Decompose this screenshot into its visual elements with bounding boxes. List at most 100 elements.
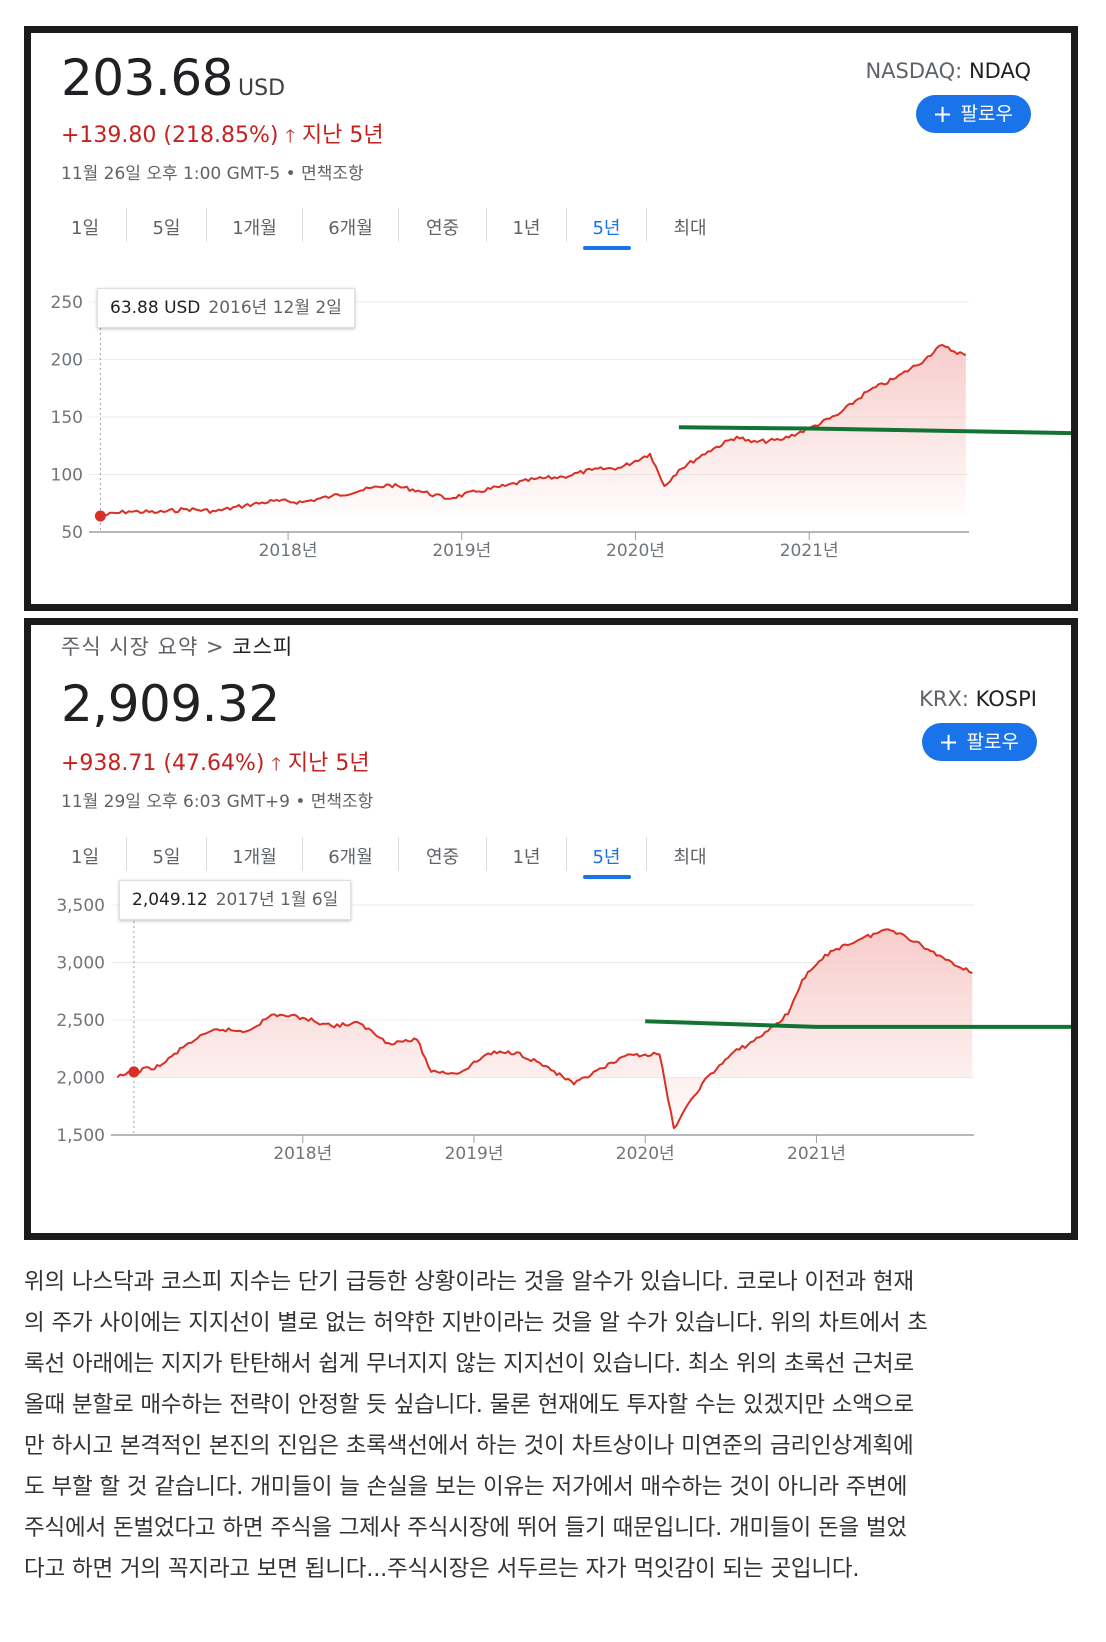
tab-5y[interactable]: 5년 [567, 208, 647, 242]
series-line [116, 928, 973, 1130]
kospi-quote-panel: 주식 시장 요약 > 코스피 2,909.32 +938.71 (47.64%)… [24, 618, 1078, 1240]
tab-1d[interactable]: 1일 [61, 837, 127, 871]
range-tabs: 1일 5일 1개월 6개월 연중 1년 5년 최대 [61, 837, 733, 877]
tab-max[interactable]: 최대 [673, 218, 707, 239]
bullet-separator: • [285, 164, 302, 184]
series-area-fill [100, 345, 966, 516]
y-tick-label: 100 [51, 466, 83, 486]
article-line: 위의 나스닥과 코스피 지수는 단기 급등한 상황이라는 것을 알수가 있습니다… [24, 1269, 914, 1295]
exchange-label: NASDAQ: NDAQ [865, 59, 1031, 83]
x-tick-label: 2018년 [259, 541, 318, 561]
y-tick-label: 3,500 [56, 896, 105, 916]
article-line: 다고 하면 거의 꼭지라고 보면 됩니다...주식시장은 서두르는 자가 먹잇감… [24, 1556, 860, 1582]
price-change: +139.80 (218.85%) 🡑 지난 5년 [61, 117, 384, 154]
nasdaq-quote-panel: 203.68 USD +139.80 (218.85%) 🡑 지난 5년 11월… [24, 26, 1078, 611]
change-period: 지난 5년 [301, 123, 384, 148]
hover-tooltip: 63.88 USD 2016년 12월 2일 [97, 288, 355, 328]
change-value: +139.80 (218.85%) [61, 123, 279, 148]
timestamp: 11월 29일 오후 6:03 GMT+9 [61, 792, 290, 812]
x-tick-label: 2020년 [616, 1144, 675, 1164]
y-tick-label: 200 [51, 351, 83, 371]
article-line: 올때 분할로 매수하는 전략이 안정할 듯 싶습니다. 물론 현재에도 투자할 … [24, 1392, 914, 1418]
price-block: 2,909.32 [61, 675, 280, 733]
breadcrumb-parent[interactable]: 주식 시장 요약 [61, 635, 199, 659]
change-period: 지난 5년 [287, 751, 370, 776]
tooltip-value: 63.88 USD [110, 298, 201, 318]
y-tick-label: 2,000 [56, 1069, 105, 1089]
tab-5y[interactable]: 5년 [567, 837, 647, 871]
tab-1m[interactable]: 1개월 [207, 208, 303, 242]
tab-5d[interactable]: 5일 [127, 837, 207, 871]
x-tick-label: 2020년 [606, 541, 665, 561]
y-tick-label: 50 [61, 523, 83, 543]
tooltip-date: 2016년 12월 2일 [208, 298, 342, 318]
disclaimer-link[interactable]: 면책조항 [301, 164, 364, 184]
exchange-name: NASDAQ: [865, 59, 963, 83]
timestamp: 11월 26일 오후 1:00 GMT-5 [61, 164, 281, 184]
article-line: 의 주가 사이에는 지지선이 별로 없는 허약한 지반이라는 것을 알 수가 있… [24, 1310, 928, 1336]
tab-1y[interactable]: 1년 [487, 208, 567, 242]
follow-button[interactable]: + 팔로우 [922, 723, 1037, 761]
ticker-symbol: NDAQ [968, 59, 1031, 83]
x-tick-label: 2019년 [432, 541, 491, 561]
tooltip-date: 2017년 1월 6일 [215, 890, 339, 910]
tab-6m[interactable]: 6개월 [303, 837, 399, 871]
timestamp-row: 11월 29일 오후 6:03 GMT+9 • 면책조항 [61, 787, 373, 812]
price-change: +938.71 (47.64%) 🡑 지난 5년 [61, 745, 370, 782]
tab-5d[interactable]: 5일 [127, 208, 207, 242]
tab-1y[interactable]: 1년 [487, 837, 567, 871]
price-value: 2,909.32 [61, 675, 280, 733]
exchange-name: KRX: [919, 687, 969, 711]
article-line: 주식에서 돈벌었다고 하면 주식을 그제사 주식시장에 뛰어 들기 때문입니다.… [24, 1515, 907, 1541]
kospi-line-chart[interactable]: 3,500 3,000 2,500 2,000 1,500 2018년 2019년 2020년… [31, 883, 1071, 1223]
change-value: +938.71 (47.64%) [61, 751, 265, 776]
article-line: 도 부할 할 것 같습니다. 개미들이 늘 손실을 보는 이유는 저가에서 매수… [24, 1474, 908, 1500]
nasdaq-line-chart[interactable]: 250 200 150 100 50 2018년 2019년 2020년 2021년 [31, 277, 1071, 607]
tab-ytd[interactable]: 연중 [399, 208, 487, 242]
x-tick-label: 2018년 [273, 1144, 332, 1164]
disclaimer-link[interactable]: 면책조항 [310, 792, 374, 812]
support-line [645, 1019, 1071, 1029]
ticker-symbol: KOSPI [975, 687, 1037, 711]
tab-6m[interactable]: 6개월 [303, 208, 399, 242]
hover-point [94, 510, 106, 522]
series-area-fill [117, 929, 973, 1129]
article-body: 위의 나스닥과 코스피 지수는 단기 급등한 상황이라는 것을 알수가 있습니다… [24, 1262, 1084, 1590]
tab-max[interactable]: 최대 [673, 847, 707, 868]
hover-point [128, 1066, 140, 1078]
x-tick-label: 2019년 [445, 1144, 504, 1164]
breadcrumb: 주식 시장 요약 > 코스피 [61, 631, 293, 661]
article-line: 만 하시고 본격적인 본진의 진입은 초록색선에서 하는 것이 차트상이나 미연… [24, 1433, 914, 1459]
series-line [100, 344, 967, 517]
hover-tooltip: 2,049.12 2017년 1월 6일 [119, 880, 352, 920]
price-currency: USD [238, 76, 286, 101]
y-tick-label: 150 [51, 408, 83, 428]
plus-icon: + [932, 100, 953, 128]
y-tick-label: 250 [51, 293, 83, 313]
tab-1d[interactable]: 1일 [61, 208, 127, 242]
follow-label: 팔로우 [966, 731, 1019, 753]
tab-1m[interactable]: 1개월 [207, 837, 303, 871]
bullet-separator: • [295, 792, 311, 812]
price-value: 203.68 [61, 49, 233, 107]
follow-label: 팔로우 [960, 103, 1013, 125]
follow-button[interactable]: + 팔로우 [916, 95, 1031, 133]
plus-icon: + [938, 728, 959, 756]
tooltip-value: 2,049.12 [132, 890, 208, 910]
y-tick-label: 2,500 [56, 1011, 105, 1031]
x-tick-label: 2021년 [780, 541, 839, 561]
exchange-label: KRX: KOSPI [919, 687, 1037, 711]
timestamp-row: 11월 26일 오후 1:00 GMT-5 • 면책조항 [61, 159, 364, 184]
support-line [678, 425, 1071, 436]
range-tabs: 1일 5일 1개월 6개월 연중 1년 5년 최대 [61, 208, 733, 248]
up-arrow-icon: 🡑 [285, 126, 295, 147]
price-block: 203.68 USD [61, 49, 285, 107]
breadcrumb-current: 코스피 [232, 635, 294, 659]
y-tick-label: 3,000 [56, 954, 105, 974]
y-tick-label: 1,500 [56, 1126, 105, 1146]
up-arrow-icon: 🡑 [271, 754, 281, 775]
tab-ytd[interactable]: 연중 [399, 837, 487, 871]
breadcrumb-separator: > [205, 635, 225, 659]
article-line: 록선 아래에는 지지가 탄탄해서 쉽게 무너지지 않는 지지선이 있습니다. 최… [24, 1351, 914, 1377]
x-tick-label: 2021년 [787, 1144, 846, 1164]
